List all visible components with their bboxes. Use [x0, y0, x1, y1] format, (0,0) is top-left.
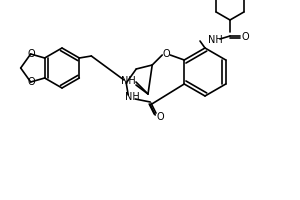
Text: O: O [28, 77, 35, 87]
Text: O: O [28, 49, 35, 59]
Text: NH: NH [208, 35, 223, 45]
Text: O: O [156, 112, 164, 122]
Text: O: O [241, 32, 249, 42]
Text: O: O [162, 49, 170, 59]
Text: NH: NH [125, 92, 140, 102]
Text: NH: NH [121, 76, 135, 86]
